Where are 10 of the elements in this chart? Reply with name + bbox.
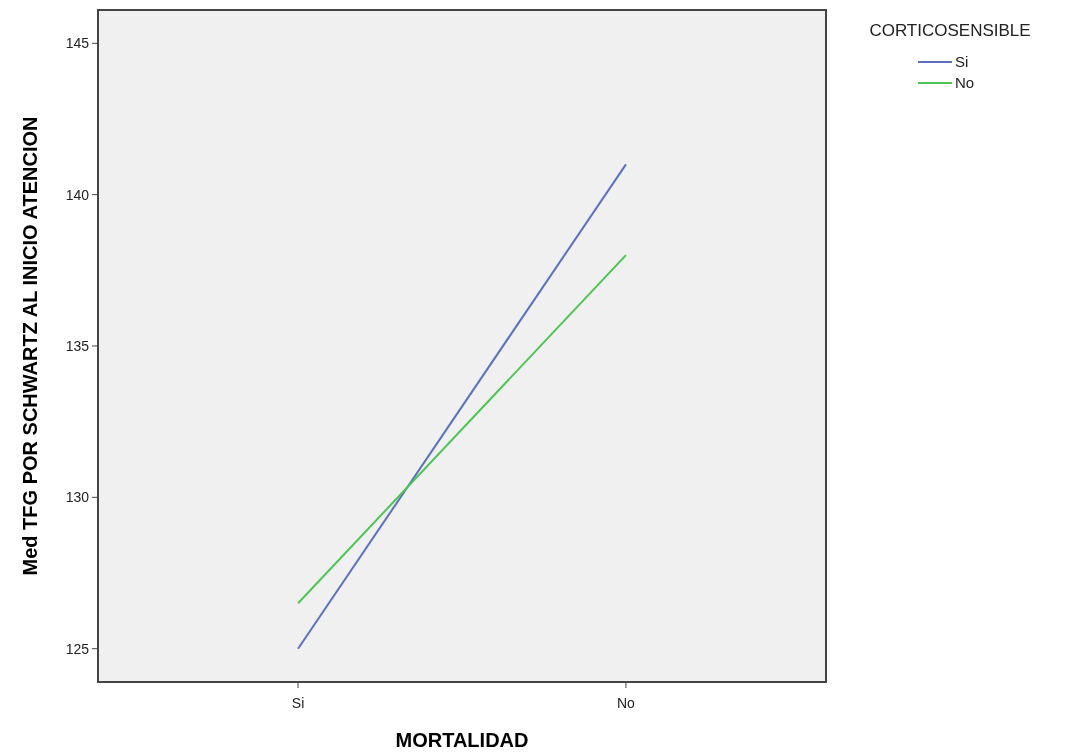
x-axis-title: MORTALIDAD [395, 729, 529, 751]
y-tick-label: 125 [65, 640, 90, 657]
y-tick-label: 140 [65, 186, 90, 203]
legend-title: CORTICOSENSIBLE [869, 21, 1031, 40]
y-axis-title: Med TFG POR SCHWARTZ AL INICIO ATENCION [19, 116, 41, 576]
y-tick-label: 145 [65, 35, 90, 52]
y-tick-label: 130 [65, 489, 90, 506]
legend-label: No [955, 74, 975, 92]
legend-label: Si [955, 53, 969, 71]
y-tick-label: 135 [65, 337, 90, 354]
